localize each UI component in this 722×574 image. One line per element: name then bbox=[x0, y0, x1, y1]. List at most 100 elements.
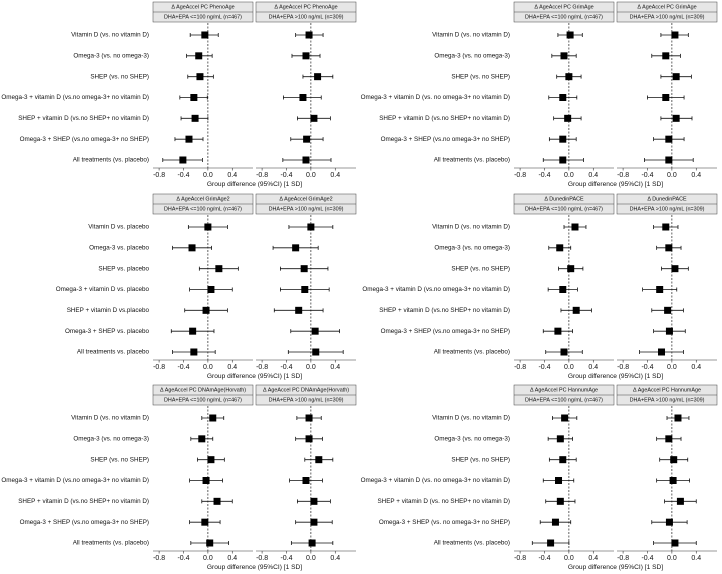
x-tick-label: -0.8 bbox=[617, 364, 629, 371]
point-estimate bbox=[554, 327, 562, 335]
category-label: SHEP (vs. no SHEP) bbox=[451, 73, 510, 80]
category-label: Omega-3 (vs. no omega-3) bbox=[73, 53, 149, 60]
category-label: Vitamin D (vs. no vitamin D) bbox=[432, 32, 510, 39]
point-estimate bbox=[201, 518, 209, 526]
x-tick-label: 0.0 bbox=[306, 364, 316, 371]
x-tick-label: -0.4 bbox=[280, 172, 292, 179]
point-estimate bbox=[551, 518, 559, 526]
point-estimate bbox=[556, 435, 564, 443]
strip-title: Δ AgeAccel PC DNAmAge(Horvath) bbox=[160, 388, 246, 394]
x-tick-label: -0.4 bbox=[177, 364, 189, 371]
x-tick-label: 0.4 bbox=[588, 364, 598, 371]
point-estimate bbox=[665, 435, 673, 443]
point-estimate bbox=[672, 73, 680, 81]
x-tick-label: 0.4 bbox=[227, 364, 237, 371]
category-label: SHEP + vitamin D (vs.no SHEP+ no vitamin… bbox=[379, 115, 510, 122]
point-estimate bbox=[572, 306, 580, 314]
category-label: Omega-3 + vitamin D (vs. no omega-3+ no … bbox=[361, 477, 510, 484]
point-estimate bbox=[302, 477, 310, 484]
point-estimate bbox=[674, 414, 682, 422]
point-estimate bbox=[295, 306, 303, 314]
point-estimate bbox=[195, 52, 203, 60]
x-tick-label: 0.4 bbox=[227, 555, 237, 562]
strip-subtitle: DHA+EPA >100 ng/mL (n=309) bbox=[269, 398, 344, 404]
x-tick-label: -0.8 bbox=[514, 364, 526, 371]
x-tick-label: 0.0 bbox=[564, 172, 574, 179]
x-tick-label: -0.4 bbox=[538, 364, 550, 371]
x-tick-label: 0.0 bbox=[667, 172, 677, 179]
category-label: SHEP (vs. no SHEP) bbox=[90, 73, 149, 80]
point-estimate bbox=[565, 73, 573, 81]
point-estimate bbox=[556, 244, 564, 252]
x-tick-label: -0.8 bbox=[153, 172, 165, 179]
point-estimate bbox=[190, 348, 198, 356]
x-tick-label: -0.8 bbox=[256, 364, 268, 371]
category-label: SHEP vs. placebo bbox=[98, 265, 149, 272]
x-tick-label: 0.4 bbox=[691, 364, 701, 371]
point-estimate bbox=[292, 244, 300, 252]
category-label: SHEP + vitamin D (vs. no SHEP+ no vitami… bbox=[377, 498, 510, 505]
category-label: Omega-3 + vitamin D vs. placebo bbox=[56, 286, 150, 293]
point-estimate bbox=[571, 223, 579, 231]
category-label: SHEP + vitamin D (vs.no SHEP+ no vitamin… bbox=[18, 498, 149, 505]
category-label: Vitamin D vs. placebo bbox=[88, 224, 149, 231]
point-estimate bbox=[305, 31, 313, 39]
x-tick-label: 0.0 bbox=[564, 555, 574, 562]
x-tick-label: -0.4 bbox=[177, 172, 189, 179]
category-label: SHEP + vitamin D (vs.no SHEP+ no vitamin… bbox=[18, 115, 149, 122]
point-estimate bbox=[202, 477, 210, 484]
point-estimate bbox=[215, 265, 223, 273]
point-estimate bbox=[312, 348, 320, 356]
point-estimate bbox=[189, 327, 197, 335]
point-estimate bbox=[196, 73, 204, 81]
point-estimate bbox=[555, 477, 563, 484]
point-estimate bbox=[191, 114, 199, 122]
x-axis-label: Group difference (95%CI) [1 SD] bbox=[207, 373, 302, 380]
category-label: Omega-3 + SHEP (vs.no omega-3+ no SHEP) bbox=[20, 519, 149, 526]
category-label: Vitamin D (vs. no vitamin D) bbox=[432, 224, 510, 231]
point-estimate bbox=[201, 31, 209, 39]
point-estimate bbox=[198, 435, 206, 443]
strip-title: Δ AgeAccel PC DNAmAge(Horvath) bbox=[263, 388, 349, 394]
point-estimate bbox=[671, 539, 679, 547]
strip-title: Δ AgeAccel PC PhenoAge bbox=[171, 5, 234, 11]
point-estimate bbox=[564, 114, 572, 122]
point-estimate bbox=[560, 348, 568, 356]
point-estimate bbox=[204, 223, 212, 231]
strip-subtitle: DHA+EPA <=100 ng/mL (n=467) bbox=[164, 207, 242, 213]
point-estimate bbox=[559, 135, 567, 143]
x-axis-label: Group difference (95%CI) [1 SD] bbox=[207, 181, 302, 188]
point-estimate bbox=[302, 52, 310, 60]
category-label: Omega-3 + vitamin D (vs.no omega-3+ no v… bbox=[362, 286, 510, 293]
category-label: Omega-3 + SHEP (vs.no omega-3+ no SHEP) bbox=[20, 136, 149, 143]
x-tick-label: 0.4 bbox=[588, 555, 598, 562]
point-estimate bbox=[559, 456, 567, 464]
strip-title: Δ DunedinPACE bbox=[544, 197, 584, 203]
point-estimate bbox=[665, 244, 673, 252]
point-estimate bbox=[303, 135, 311, 143]
category-label: SHEP (vs. no SHEP) bbox=[90, 456, 149, 463]
point-estimate bbox=[662, 94, 670, 101]
x-tick-label: 0.0 bbox=[306, 172, 316, 179]
point-estimate bbox=[566, 31, 574, 39]
x-tick-label: -0.8 bbox=[153, 364, 165, 371]
point-estimate bbox=[656, 286, 664, 293]
point-estimate bbox=[662, 223, 670, 231]
x-tick-label: -0.4 bbox=[641, 555, 653, 562]
point-estimate bbox=[207, 286, 215, 293]
x-axis-label: Group difference (95%CI) [1 SD] bbox=[568, 373, 663, 380]
point-estimate bbox=[670, 456, 678, 464]
x-axis-label: Group difference (95%CI) [1 SD] bbox=[207, 564, 302, 571]
point-estimate bbox=[302, 156, 310, 164]
x-tick-label: 0.0 bbox=[667, 555, 677, 562]
point-estimate bbox=[665, 327, 673, 335]
strip-subtitle: DHA+EPA >100 ng/mL (n=309) bbox=[630, 207, 705, 213]
category-label: All treatments vs. placebo bbox=[77, 349, 150, 356]
point-estimate bbox=[307, 223, 315, 231]
x-tick-label: 0.0 bbox=[564, 364, 574, 371]
category-label: SHEP (vs. no SHEP) bbox=[451, 456, 510, 463]
x-tick-label: -0.8 bbox=[617, 555, 629, 562]
point-estimate bbox=[310, 518, 318, 526]
